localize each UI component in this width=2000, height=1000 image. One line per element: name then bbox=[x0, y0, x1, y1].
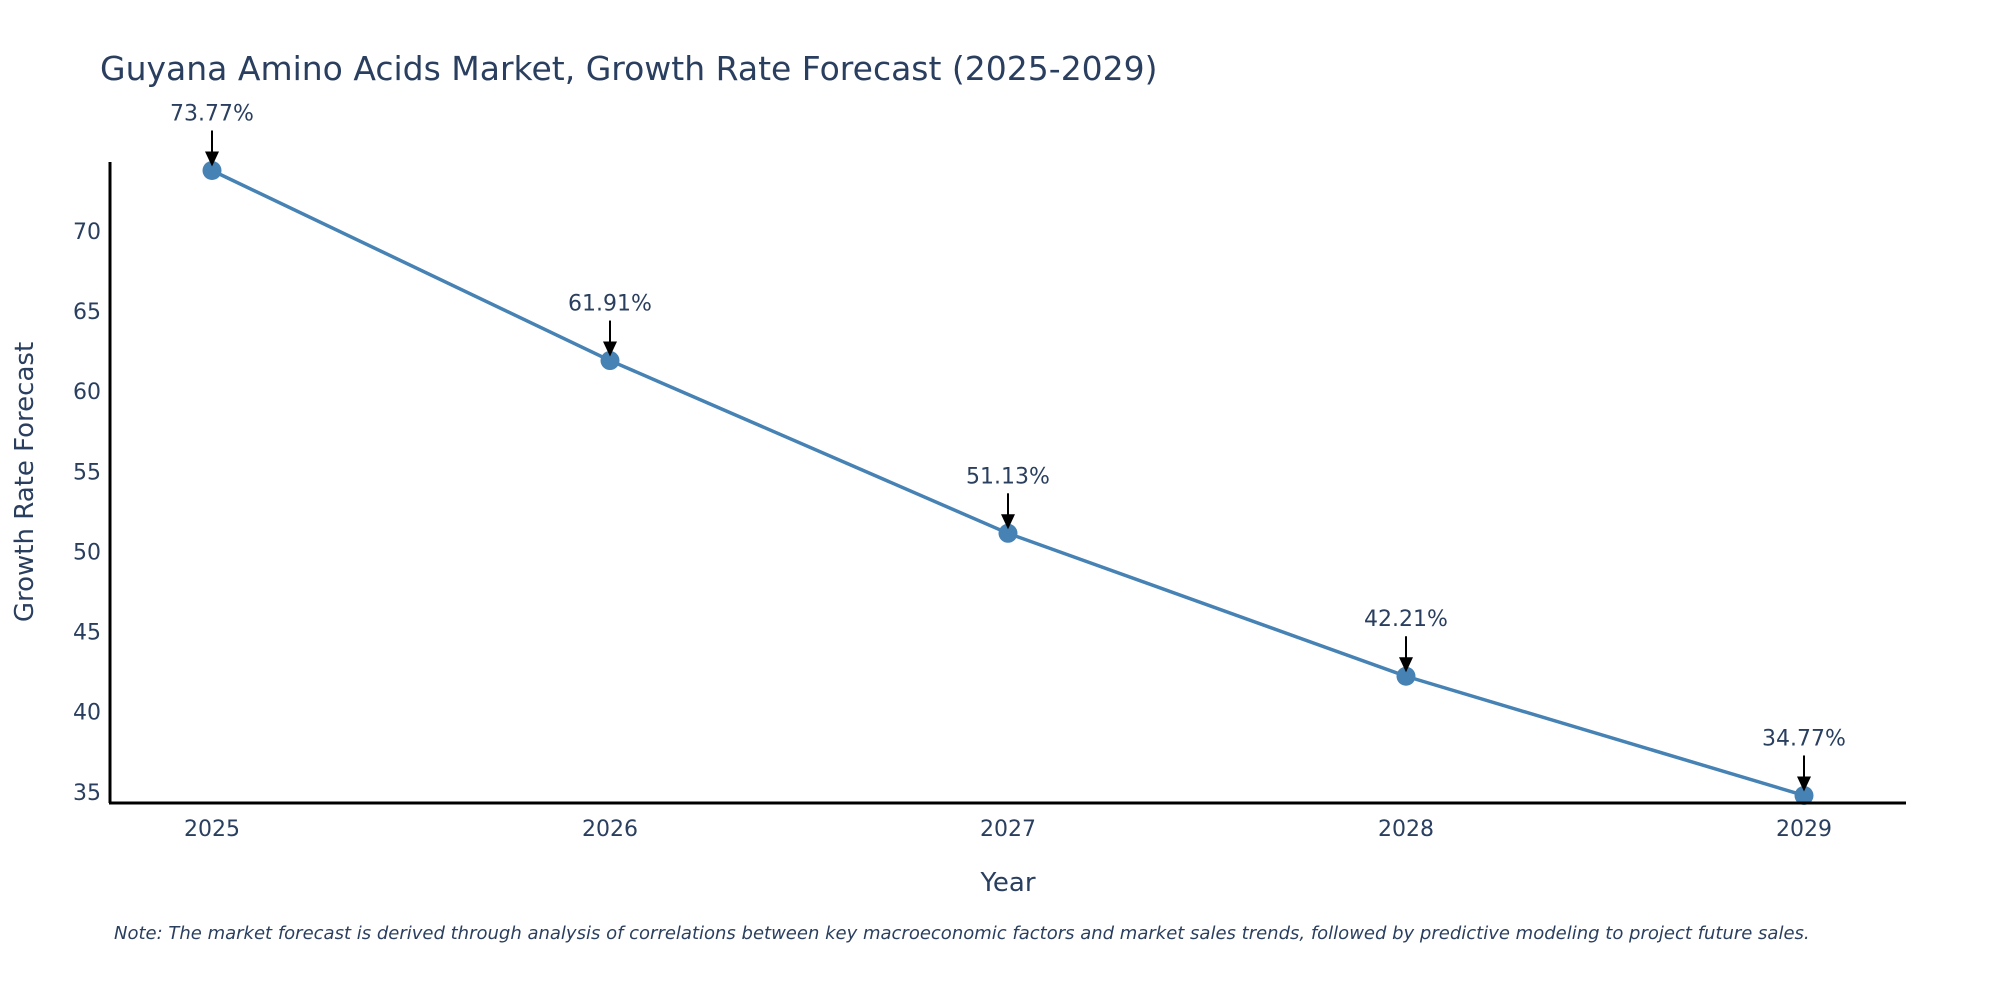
plot-area: 73.77% 61.91% 51.13% 42.21% 34.77% bbox=[170, 101, 1846, 805]
data-point bbox=[998, 523, 1018, 543]
footnote: Note: The market forecast is derived thr… bbox=[114, 923, 1810, 944]
y-tick-label: 65 bbox=[73, 300, 101, 325]
x-tick-label: 2027 bbox=[980, 817, 1036, 842]
y-tick-label: 40 bbox=[73, 701, 101, 726]
x-tick-label: 2025 bbox=[184, 817, 240, 842]
data-point bbox=[1396, 666, 1416, 686]
annotation-arrowhead bbox=[1001, 514, 1015, 530]
y-tick-label: 35 bbox=[73, 781, 101, 806]
annotation-arrowhead bbox=[205, 151, 219, 167]
y-tick-label: 45 bbox=[73, 621, 101, 646]
data-label: 34.77% bbox=[1762, 726, 1846, 751]
y-tick-label: 55 bbox=[73, 460, 101, 485]
x-tick-label: 2026 bbox=[582, 817, 638, 842]
x-axis-title: Year bbox=[979, 868, 1035, 898]
x-tick-label: 2028 bbox=[1378, 817, 1434, 842]
data-label: 42.21% bbox=[1364, 607, 1448, 632]
data-point bbox=[1794, 785, 1814, 805]
y-tick-label: 60 bbox=[73, 380, 101, 405]
y-tick-labels: 35 40 45 50 55 60 65 70 bbox=[73, 220, 101, 806]
y-tick-label: 70 bbox=[73, 220, 101, 245]
data-label: 73.77% bbox=[170, 101, 254, 126]
x-tick-labels: 2025 2026 2027 2028 2029 bbox=[184, 817, 1832, 842]
data-label: 61.91% bbox=[568, 292, 652, 317]
annotation-arrowhead bbox=[1797, 776, 1811, 792]
data-label: 51.13% bbox=[966, 464, 1050, 489]
data-point bbox=[202, 160, 222, 180]
data-point bbox=[600, 351, 620, 371]
y-axis-title: Growth Rate Forecast bbox=[10, 342, 40, 622]
chart-title: Guyana Amino Acids Market, Growth Rate F… bbox=[100, 49, 1158, 88]
annotation-arrowhead bbox=[1399, 657, 1413, 673]
x-tick-label: 2029 bbox=[1776, 817, 1832, 842]
annotation-arrowhead bbox=[603, 341, 617, 357]
y-tick-label: 50 bbox=[73, 540, 101, 565]
